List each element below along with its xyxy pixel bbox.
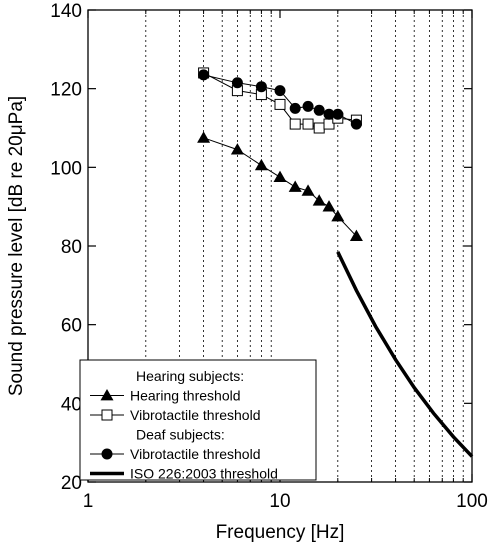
legend-label: Vibrotactile threshold [130, 446, 260, 462]
x-tick-label: 1 [83, 491, 94, 512]
legend: Hearing subjects: Hearing threshold Vibrot… [79, 359, 317, 482]
series-layer [197, 67, 474, 458]
tick-layer: 20 40 60 80 100 120 140 1 10 100 [50, 1, 488, 512]
legend-label: Hearing threshold [130, 388, 241, 404]
legend-swatch-marker [101, 448, 113, 460]
x-axis-label: Frequency [Hz] [216, 522, 345, 543]
legend-swatch-marker [101, 409, 113, 421]
data-point-series-2 [231, 77, 243, 89]
data-point-series-0 [322, 200, 336, 212]
y-tick-label: 100 [50, 158, 82, 179]
y-tick-label: 40 [61, 394, 82, 415]
data-point-series-0 [254, 158, 268, 171]
data-point-series-0 [197, 131, 211, 143]
data-point-series-2 [198, 69, 210, 81]
legend-label: Vibrotactile threshold [130, 407, 260, 423]
data-point-series-2 [302, 100, 314, 112]
y-tick-label: 80 [61, 237, 82, 258]
data-point-series-2 [255, 81, 267, 93]
data-point-series-1 [289, 118, 301, 130]
data-point-series-2 [323, 108, 335, 120]
series-line-3 [336, 251, 474, 458]
data-point-series-2 [332, 108, 344, 120]
legend-box [79, 359, 317, 481]
data-point-series-2 [313, 104, 325, 116]
series-line-0 [203, 137, 357, 237]
data-point-series-0 [273, 170, 287, 183]
y-tick-label: 60 [61, 316, 82, 337]
legend-label: ISO 226:2003 threshold [130, 466, 278, 482]
data-point-series-2 [274, 85, 286, 97]
y-axis-label: Sound pressure level [dB re 20μPa] [6, 96, 27, 396]
data-point-series-0 [349, 229, 363, 242]
data-point-series-0 [312, 194, 326, 206]
y-tick-label: 120 [50, 80, 82, 101]
legend-header: Deaf subjects: [136, 427, 225, 443]
legend-swatch-marker [100, 389, 114, 401]
legend-header: Hearing subjects: [136, 368, 244, 384]
y-tick-label: 20 [61, 473, 82, 494]
data-point-series-1 [302, 118, 314, 130]
data-point-series-1 [274, 98, 286, 110]
grid-layer [145, 10, 464, 482]
x-tick-label: 100 [456, 491, 488, 512]
y-tick-label: 140 [50, 1, 82, 22]
data-point-series-0 [288, 180, 302, 192]
x-tick-label: 10 [269, 491, 290, 512]
data-point-series-2 [350, 118, 362, 130]
data-point-series-2 [289, 102, 301, 114]
data-point-series-0 [331, 210, 345, 222]
data-point-series-0 [230, 143, 244, 155]
data-point-series-0 [301, 184, 315, 196]
data-point-series-1 [313, 122, 325, 134]
